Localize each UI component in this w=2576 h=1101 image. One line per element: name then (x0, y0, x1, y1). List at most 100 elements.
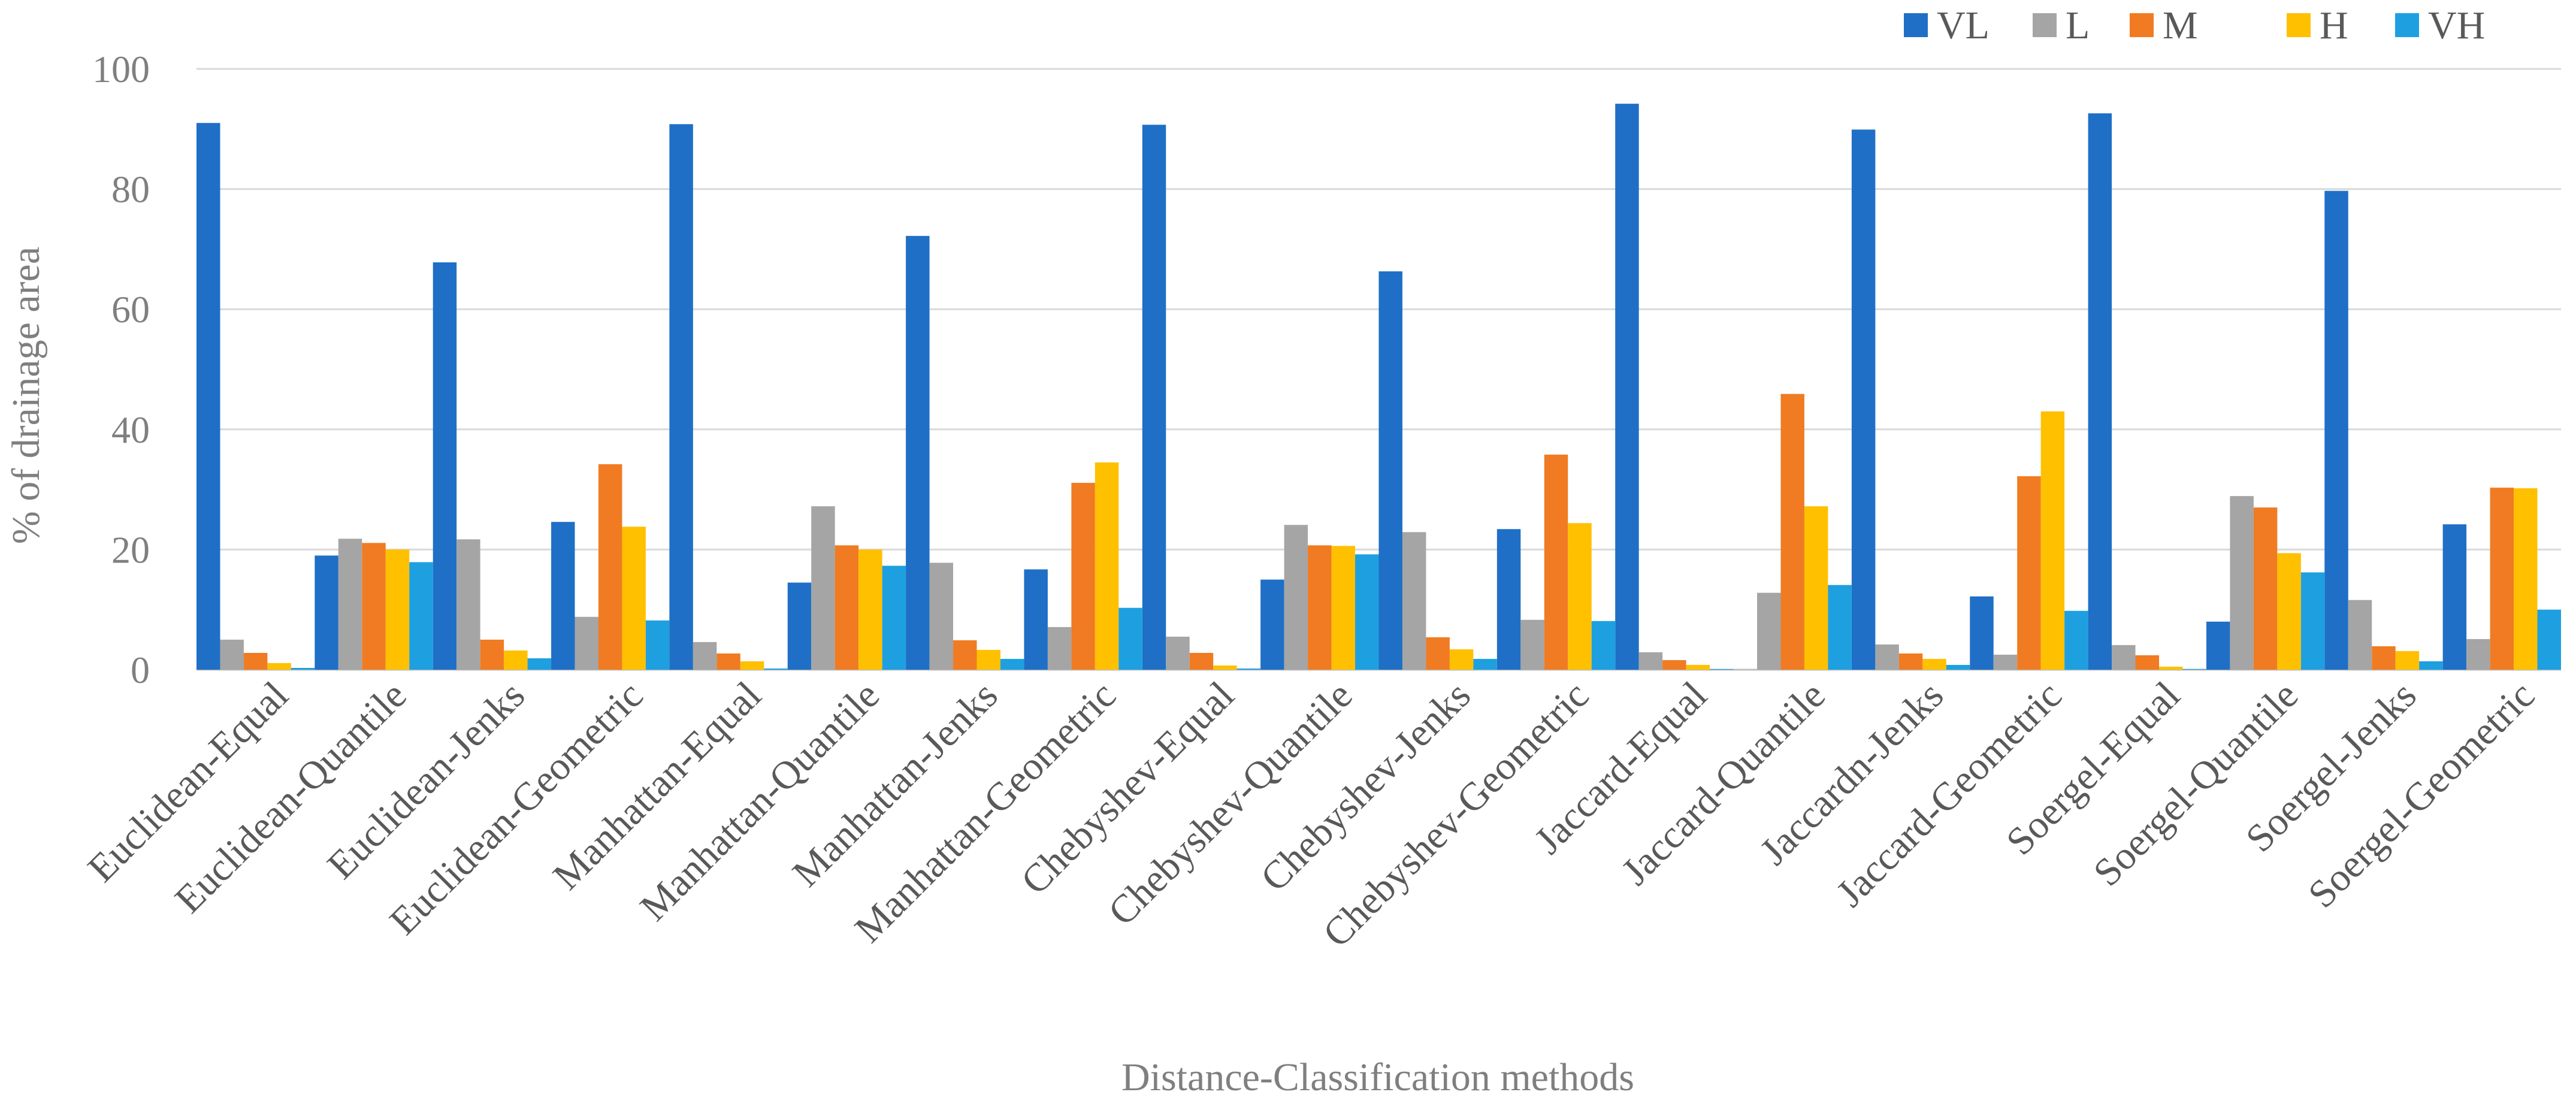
bar-h-jaccard-quantile (1804, 506, 1828, 670)
bar-m-euclidean-equal (243, 652, 268, 670)
bar-vh-jaccard-geometric (2064, 610, 2088, 670)
bar-vl-euclidean-equal (196, 123, 220, 670)
y-tick-label: 20 (111, 528, 150, 571)
bar-l-soergel-jenks (2348, 600, 2372, 670)
bar-l-jaccardn-jenks (1875, 644, 1899, 670)
bar-h-manhattan-jenks (976, 649, 1000, 670)
bar-vl-soergel-jenks (2324, 190, 2348, 670)
bar-m-soergel-equal (2135, 655, 2160, 670)
bar-vh-chebyshev-quantile (1355, 554, 1379, 670)
x-tick-label-jaccard-quantile: Jaccard-Quantile (1613, 673, 1834, 894)
x-axis-ticks: Euclidean-EqualEuclidean-QuantileEuclide… (80, 673, 2543, 956)
bar-l-chebyshev-geometric (1520, 619, 1544, 670)
bar-l-chebyshev-jenks (1402, 532, 1426, 670)
bar-vl-soergel-geometric (2442, 524, 2467, 670)
x-tick-label-chebyshev-jenks: Chebyshev-Jenks (1253, 673, 1479, 900)
bar-vh-soergel-equal (2182, 669, 2206, 670)
bar-h-euclidean-equal (267, 663, 291, 670)
bar-l-jaccard-geometric (1993, 654, 2018, 670)
y-tick-label: 100 (92, 48, 150, 90)
bar-vh-soergel-quantile (2300, 572, 2325, 670)
bar-vh-soergel-jenks (2419, 661, 2443, 670)
bar-m-chebyshev-quantile (1308, 545, 1332, 670)
bar-m-euclidean-geometric (598, 464, 622, 670)
x-tick-label-soergel-quantile: Soergel-Quantile (2085, 673, 2307, 895)
y-tick-label: 40 (111, 409, 150, 451)
bar-m-chebyshev-geometric (1544, 454, 1568, 670)
bar-vh-manhattan-jenks (1000, 658, 1024, 670)
bar-vh-manhattan-quantile (882, 565, 906, 670)
bar-vh-jaccardn-jenks (1946, 664, 1970, 670)
bar-vl-chebyshev-quantile (1260, 579, 1284, 670)
bar-m-soergel-quantile (2253, 507, 2278, 670)
bar-vl-soergel-quantile (2206, 621, 2230, 670)
bar-h-chebyshev-quantile (1331, 546, 1356, 670)
bar-h-chebyshev-geometric (1568, 523, 1592, 670)
bar-vl-euclidean-geometric (551, 522, 575, 670)
bar-h-soergel-equal (2159, 666, 2183, 670)
legend-label-vh: VH (2428, 4, 2485, 47)
bar-vl-manhattan-jenks (906, 235, 930, 670)
bar-vl-euclidean-jenks (433, 262, 457, 670)
bar-h-chebyshev-jenks (1449, 649, 1474, 670)
legend-swatch-vl (1904, 13, 1928, 37)
bar-h-soergel-quantile (2277, 553, 2301, 670)
x-tick-label-manhattan-equal: Manhattan-Equal (545, 673, 770, 899)
y-tick-label: 0 (131, 649, 150, 691)
bar-l-manhattan-jenks (929, 562, 954, 670)
bar-l-manhattan-geometric (1047, 627, 1072, 670)
bar-vh-chebyshev-jenks (1473, 658, 1497, 670)
y-tick-label: 60 (111, 288, 150, 331)
bar-m-chebyshev-equal (1189, 652, 1214, 670)
bar-vl-jaccard-geometric (1970, 596, 1994, 670)
bar-l-soergel-equal (2112, 645, 2136, 670)
bar-m-soergel-jenks (2372, 646, 2396, 670)
bar-h-manhattan-equal (740, 661, 764, 670)
x-tick-label-manhattan-jenks: Manhattan-Jenks (784, 673, 1006, 895)
bar-l-manhattan-equal (693, 642, 717, 670)
bar-vh-manhattan-equal (764, 668, 788, 670)
bar-h-soergel-geometric (2514, 488, 2538, 670)
bar-m-jaccard-equal (1662, 660, 1686, 670)
bar-vl-chebyshev-jenks (1378, 271, 1402, 670)
bar-l-soergel-geometric (2466, 639, 2490, 670)
bar-vh-euclidean-equal (291, 667, 315, 670)
bar-h-soergel-jenks (2395, 651, 2420, 670)
bar-m-euclidean-jenks (480, 639, 504, 670)
bar-l-jaccard-quantile (1757, 592, 1781, 670)
bar-vl-chebyshev-equal (1142, 125, 1166, 670)
legend: VL L M H VH (1904, 4, 2485, 47)
x-axis-title: Distance-Classification methods (1121, 1055, 1634, 1099)
y-axis-ticks: 0 20 40 60 80 100 (92, 48, 150, 691)
bar-vh-jaccard-quantile (1828, 585, 1852, 670)
bar-l-euclidean-geometric (575, 616, 598, 670)
bar-vl-jaccardn-jenks (1851, 129, 1876, 670)
bar-vl-manhattan-geometric (1024, 569, 1048, 670)
bar-vh-chebyshev-geometric (1591, 621, 1616, 670)
bar-h-euclidean-jenks (504, 650, 528, 670)
bar-h-manhattan-quantile (858, 549, 882, 670)
x-tick-label-soergel-geometric: Soergel-Geometric (2300, 673, 2543, 917)
bar-vl-manhattan-equal (669, 124, 693, 670)
bar-l-euclidean-equal (220, 639, 244, 670)
bar-h-chebyshev-equal (1213, 665, 1237, 670)
bar-m-manhattan-equal (716, 653, 740, 670)
bar-l-chebyshev-equal (1166, 636, 1190, 670)
bar-m-soergel-geometric (2490, 488, 2514, 670)
bar-vh-jaccard-equal (1710, 669, 1734, 670)
bar-l-euclidean-quantile (338, 539, 362, 670)
legend-swatch-l (2033, 13, 2057, 37)
bar-h-jaccardn-jenks (1922, 658, 1946, 670)
legend-label-l: L (2066, 4, 2090, 47)
bar-vl-manhattan-quantile (787, 582, 812, 670)
bar-m-jaccardn-jenks (1898, 653, 1923, 670)
x-tick-label-chebyshev-equal: Chebyshev-Equal (1013, 673, 1242, 903)
bar-l-euclidean-jenks (456, 539, 480, 670)
legend-label-h: H (2320, 4, 2348, 47)
bar-vl-jaccard-equal (1615, 104, 1639, 670)
y-tick-label: 80 (111, 168, 150, 211)
bar-vh-euclidean-jenks (527, 658, 552, 670)
bar-m-manhattan-jenks (953, 640, 977, 670)
bar-vh-soergel-geometric (2537, 609, 2561, 670)
